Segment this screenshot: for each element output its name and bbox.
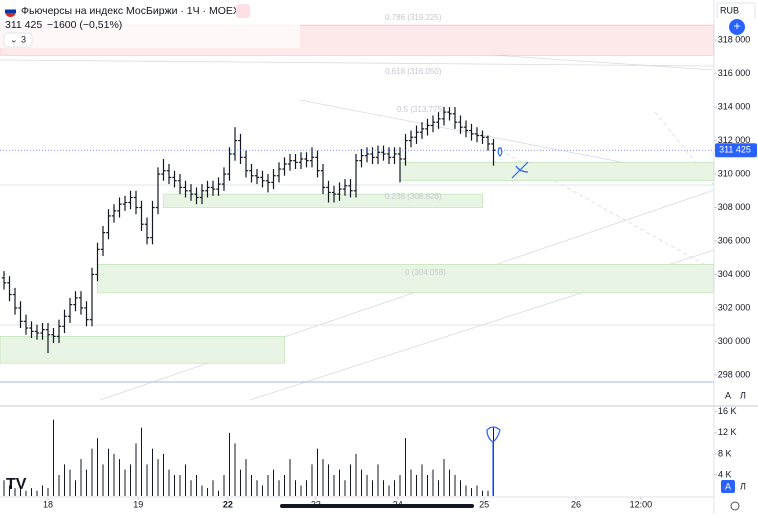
y-tick-label: 298 000 [718,369,751,379]
hand-drawings [486,147,529,496]
x-tick-label: 12:00 [630,499,653,509]
volume-tick-label: 4 K [718,469,732,479]
drawing [497,147,503,157]
add-icon[interactable]: + [733,19,740,33]
y-tick-label: 302 000 [718,302,751,312]
scroll-bar[interactable] [280,504,474,508]
x-tick-label: 26 [571,499,581,509]
y-tick-label: 316 000 [718,68,751,78]
x-tick-label: 18 [43,499,53,509]
volume-tick-label: 8 K [718,448,732,458]
indicators-count[interactable]: ⌄ [10,34,18,44]
y-tick-label: 310 000 [718,168,751,178]
x-tick-label: 22 [223,499,233,509]
last-price-label: 311 425 [719,145,751,155]
auto-scale[interactable]: А [725,481,731,491]
add-button[interactable] [729,19,745,35]
fib-label: 0.5 (313.775) [397,105,445,114]
y-tick-label: 318 000 [718,35,751,45]
fib-label: 0.618 (316.050) [385,67,442,76]
log-scale[interactable]: Л [740,481,746,491]
trend-line [499,149,715,271]
drawing-lines [0,21,715,401]
flag-icon [5,9,16,13]
last-price: 311 425 [5,19,42,31]
y-tick-label: 314 000 [718,101,751,111]
icon[interactable] [236,4,250,18]
zone [399,162,714,182]
trend-line [99,189,715,401]
y-tick-label: 308 000 [718,202,751,212]
plot: 298 000 300 000 302 000 304 000 306 000 308 0… [0,35,757,509]
price-change: −1600 (−0,51%) [47,19,122,31]
zones: 0.786 (319.225) 0.618 (316.050) 0.5 (313.7… [0,13,714,364]
log-scale[interactable]: Л [740,390,746,400]
indicators-toggle[interactable] [3,32,33,48]
fib-label: 0.236 (308.828) [385,192,442,201]
y-tick-label: 300 000 [718,336,751,346]
trend-line [0,59,715,67]
settings-icon[interactable] [730,501,740,511]
fib-label: 0.786 (319.225) [385,13,442,22]
flag-icon [5,6,16,10]
indicators-count[interactable]: 3 [21,34,26,44]
y-tick-label: 306 000 [718,235,751,245]
currency[interactable]: RUB [720,5,739,15]
volume-tick-label: 12 K [718,427,737,437]
y-tick-label: 312 000 [718,135,751,145]
symbol-title: Фьючерсы на индекс МосБиржи · 1Ч · MOEX [21,5,240,17]
last-price-box [715,143,757,158]
x-tick-label: 25 [479,499,489,509]
zone [97,264,714,294]
drawing [486,426,501,496]
fib-label: 0 (304.058) [405,268,446,277]
auto-scale-button[interactable] [721,480,735,493]
drawing [511,161,529,179]
logo: TV [6,476,27,493]
volume-tick-label: 16 K [718,406,737,416]
zone [0,336,285,364]
y-tick-label: 304 000 [718,269,751,279]
x-tick-label: 19 [133,499,143,509]
auto-scale[interactable]: А [725,390,731,400]
